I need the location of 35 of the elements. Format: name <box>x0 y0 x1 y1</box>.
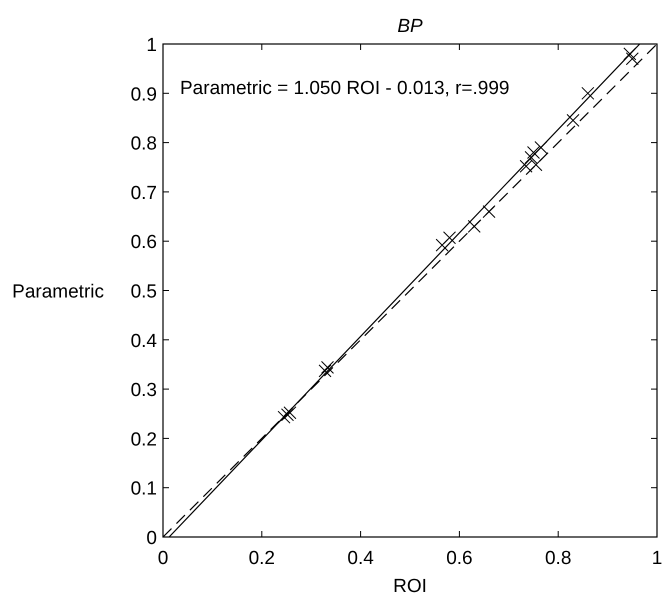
x-tick-label: 0.2 <box>248 548 276 569</box>
point <box>534 141 548 154</box>
point <box>581 86 594 100</box>
point <box>280 408 294 422</box>
y-tick-label: 0.8 <box>130 134 157 155</box>
y-tick-label: 0.5 <box>130 282 157 302</box>
point <box>321 360 334 374</box>
y-tick-label: 1 <box>146 35 157 56</box>
y-tick-label: 0.6 <box>130 232 157 254</box>
point <box>566 114 580 127</box>
y-tick-label: 0.1 <box>130 478 157 500</box>
point <box>482 205 496 218</box>
annotation: Parametric = 1.050 ROI - 0.013, r=.999 <box>180 78 510 99</box>
point <box>443 231 456 244</box>
point <box>436 238 449 252</box>
point <box>524 150 538 164</box>
chart-title: BP <box>397 16 423 37</box>
y-tick-label: 0.2 <box>130 429 157 450</box>
point <box>318 364 332 378</box>
y-tick-label: 0.4 <box>130 330 158 352</box>
x-tick-label: 0.8 <box>544 548 572 569</box>
y-tick-label: 0.7 <box>130 182 157 204</box>
y-axis-title: Parametric <box>12 282 104 302</box>
point <box>623 47 636 60</box>
point <box>283 406 296 420</box>
y-tick-label: 0.3 <box>130 380 157 402</box>
point <box>468 220 481 233</box>
x-axis-title: ROI <box>393 576 427 597</box>
x-tick-label: 0.4 <box>347 548 374 569</box>
y-tick-label: 0 <box>146 528 157 549</box>
point <box>626 52 639 66</box>
x-tick-label: 1 <box>652 548 662 569</box>
point <box>527 146 540 159</box>
x-tick-label: 0.6 <box>446 548 473 569</box>
y-tick-label: 0.9 <box>130 84 157 106</box>
